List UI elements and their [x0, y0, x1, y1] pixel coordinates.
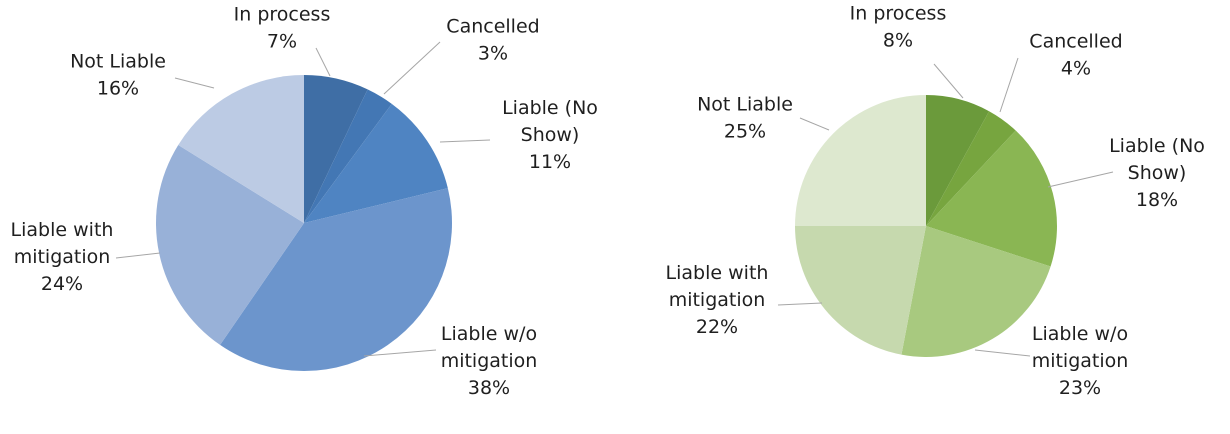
data-label-category: mitigation — [14, 246, 111, 268]
data-label-liable-with-mitigation: Liable with mitigation 22% — [666, 262, 769, 338]
pie-chart-left: In process 7% Cancelled 3% Liable (No Show) 11… — [11, 4, 598, 400]
pie-slice-not-liable — [795, 95, 926, 226]
data-label-category: mitigation — [669, 289, 766, 311]
leader-line-liable-no-show — [439, 139, 491, 143]
data-label-value: 11% — [529, 151, 571, 173]
data-label-category: Not Liable — [70, 51, 166, 73]
pie-chart-right: In process 8% Cancelled 4% Liable (No Show) 18… — [666, 3, 1205, 400]
data-label-category: Liable (No — [1109, 135, 1205, 157]
pie-slice-in-process — [926, 95, 990, 226]
pie-slice-cancelled — [926, 111, 1016, 226]
data-label-value: 38% — [468, 377, 510, 399]
pie-slice-liable-no-show — [304, 103, 448, 223]
pie-slice-liable-no-show — [926, 130, 1057, 267]
data-label-value: 7% — [267, 31, 297, 53]
data-label-category: Cancelled — [1029, 31, 1122, 53]
data-label-cancelled: Cancelled 3% — [446, 16, 539, 65]
data-label-value: 22% — [696, 316, 738, 338]
leader-line-liable-with-mitigation — [777, 302, 823, 306]
data-label-value: 16% — [97, 78, 139, 100]
data-label-category: Not Liable — [697, 94, 793, 116]
leader-line-liable-w-o-mitigation — [974, 349, 1031, 357]
data-label-value: 23% — [1059, 377, 1101, 399]
data-label-category: Liable w/o — [1032, 323, 1128, 345]
leader-line-cancelled — [383, 41, 441, 95]
pie-slice-liable-with-mitigation — [155, 144, 304, 345]
data-label-category: Liable with — [666, 262, 769, 284]
data-label-liable-w-o-mitigation: Liable w/o mitigation 23% — [1032, 323, 1129, 399]
data-label-value: 18% — [1136, 189, 1178, 211]
data-label-value: 4% — [1061, 58, 1091, 80]
leader-line-liable-with-mitigation — [115, 252, 161, 259]
data-label-liable-with-mitigation: Liable with mitigation 24% — [11, 219, 114, 295]
leader-line-liable-w-o-mitigation — [363, 349, 437, 357]
pie-slice-not-liable — [178, 75, 304, 223]
pie-slice-cancelled — [304, 89, 392, 223]
pie-slice-in-process — [304, 75, 368, 223]
pie-slice-liable-w-o-mitigation — [901, 226, 1051, 357]
data-label-value: 8% — [883, 30, 913, 52]
data-label-value: 24% — [41, 273, 83, 295]
data-label-in-process: In process 8% — [850, 3, 947, 52]
data-label-category: Liable with — [11, 219, 114, 241]
data-label-category: Liable (No — [502, 97, 598, 119]
data-label-value: 3% — [478, 43, 508, 65]
data-label-category: mitigation — [1032, 350, 1129, 372]
data-label-liable-w-o-mitigation: Liable w/o mitigation 38% — [441, 323, 538, 399]
data-label-category: Cancelled — [446, 16, 539, 38]
data-label-value: 25% — [724, 121, 766, 143]
data-label-category: In process — [850, 3, 947, 25]
data-label-cancelled: Cancelled 4% — [1029, 31, 1122, 80]
data-label-category: In process — [234, 4, 331, 26]
leader-line-in-process — [315, 47, 331, 77]
leader-line-not-liable — [174, 77, 215, 89]
pie-slice-liable-with-mitigation — [795, 226, 926, 355]
leader-line-in-process — [933, 63, 964, 99]
leader-line-cancelled — [999, 57, 1019, 113]
data-label-category: mitigation — [441, 350, 538, 372]
data-label-not-liable: Not Liable 16% — [70, 51, 166, 100]
leader-line-liable-no-show — [1047, 171, 1114, 188]
data-label-in-process: In process 7% — [234, 4, 331, 53]
data-label-liable-no-show: Liable (No Show) 11% — [502, 97, 598, 173]
data-label-category: Show) — [1128, 162, 1187, 184]
data-label-category: Show) — [521, 124, 580, 146]
data-label-not-liable: Not Liable 25% — [697, 94, 793, 143]
data-label-category: Liable w/o — [441, 323, 537, 345]
leader-line-not-liable — [799, 117, 830, 131]
data-label-liable-no-show: Liable (No Show) 18% — [1109, 135, 1205, 211]
pie-slice-liable-w-o-mitigation — [220, 188, 453, 372]
